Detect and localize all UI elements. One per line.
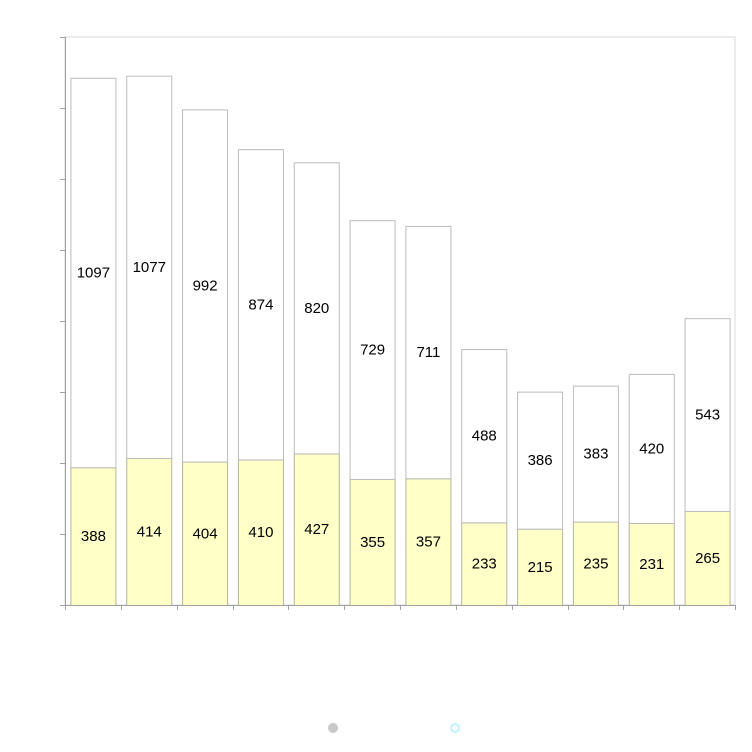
bar-segment-series-1 [237,459,284,607]
data-label: 357 [416,534,441,551]
bar-segment-series-1 [405,478,452,607]
bar-segment-series-2 [572,385,619,523]
bar-segment-series-2 [628,373,675,524]
data-label: 414 [137,524,162,541]
bar-segment-series-2 [293,162,340,455]
axes-group [60,37,736,610]
data-label: 1077 [133,259,166,276]
bar-segment-series-2 [405,225,452,480]
bar-segment-series-2 [461,349,508,524]
data-label: 543 [695,407,720,424]
data-label: 355 [360,534,385,551]
data-label: 383 [583,446,608,463]
bar-segment-series-1 [349,478,396,607]
data-label: 427 [304,521,329,538]
data-label: 231 [639,556,664,573]
data-label: 1097 [77,265,110,282]
data-label: 488 [472,428,497,445]
bar-segment-series-1 [461,522,508,606]
bar-segment-series-1 [293,453,340,607]
data-label: 386 [528,452,553,469]
data-label: 820 [304,300,329,317]
legend [328,723,460,733]
data-label: 420 [639,440,664,457]
legend-marker-filled-circle-icon[interactable] [328,723,338,733]
data-label: 233 [472,556,497,573]
bar-segment-series-2 [684,318,731,512]
bar-segment-series-2 [182,109,229,463]
bar-segment-series-2 [349,220,396,480]
data-labels-group: 388 1097 414 1077 404 992 410 874 427 820 355 729 35… [77,259,720,576]
data-label: 729 [360,342,385,359]
bars-group [70,75,731,607]
bar-segment-series-2 [70,77,117,469]
data-label: 711 [416,344,440,361]
bar-segment-series-2 [237,149,284,461]
data-label: 215 [528,559,553,576]
data-label: 235 [583,555,608,572]
bar-segment-series-2 [517,391,564,530]
data-label: 874 [248,296,273,313]
data-label: 992 [193,278,218,295]
data-label: 404 [193,525,218,542]
data-label: 410 [248,524,273,541]
data-label: 265 [695,550,720,567]
data-label: 388 [81,528,106,545]
bar-segment-series-2 [126,75,173,460]
legend-marker-ring-icon[interactable] [450,723,460,733]
